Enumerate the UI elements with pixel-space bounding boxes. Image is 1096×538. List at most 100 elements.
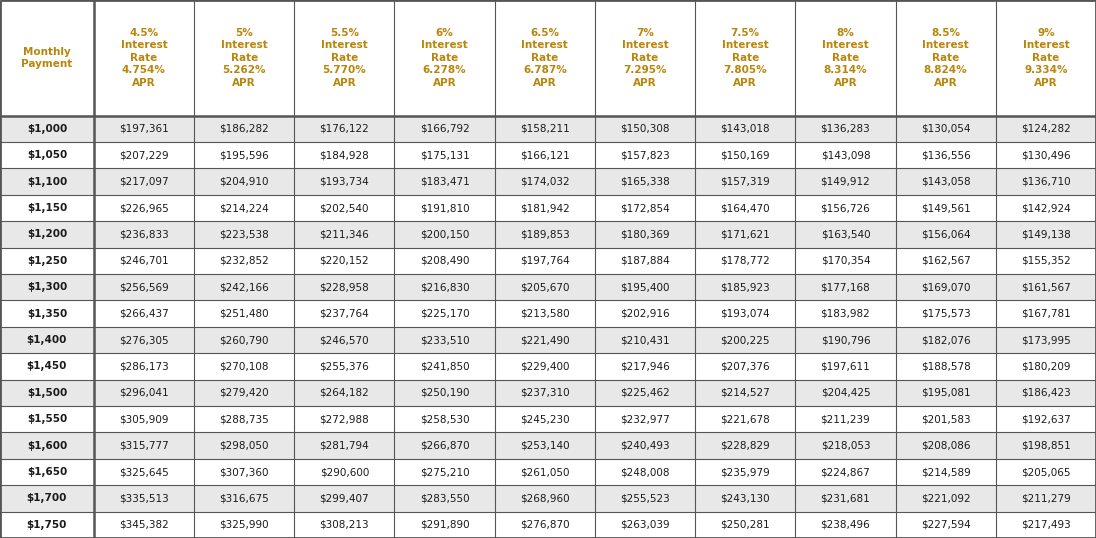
Text: $255,523: $255,523 [620, 493, 670, 504]
Text: $158,211: $158,211 [520, 124, 570, 134]
Text: $288,735: $288,735 [219, 414, 269, 424]
Text: $1,700: $1,700 [26, 493, 67, 504]
Text: $227,594: $227,594 [921, 520, 971, 530]
Bar [0, 485, 1096, 512]
Text: $130,054: $130,054 [921, 124, 970, 134]
Text: 7.5%
Interest
Rate
7.805%
APR: 7.5% Interest Rate 7.805% APR [722, 28, 768, 88]
Text: $161,567: $161,567 [1021, 282, 1071, 292]
Text: $193,734: $193,734 [320, 176, 369, 187]
Text: $180,209: $180,209 [1021, 362, 1071, 371]
Text: $229,400: $229,400 [520, 362, 570, 371]
Text: 5.5%
Interest
Rate
5.770%
APR: 5.5% Interest Rate 5.770% APR [321, 28, 368, 88]
Text: $170,354: $170,354 [821, 256, 870, 266]
Text: $197,361: $197,361 [119, 124, 169, 134]
Text: $245,230: $245,230 [520, 414, 570, 424]
Text: $223,538: $223,538 [219, 229, 269, 239]
Text: $316,675: $316,675 [219, 493, 269, 504]
Text: $174,032: $174,032 [520, 176, 570, 187]
Text: $210,431: $210,431 [620, 335, 670, 345]
Text: $1,300: $1,300 [26, 282, 67, 292]
Text: $157,319: $157,319 [720, 176, 770, 187]
Text: 5%
Interest
Rate
5.262%
APR: 5% Interest Rate 5.262% APR [220, 28, 267, 88]
Bar [0, 512, 1096, 538]
Text: $1,250: $1,250 [26, 256, 67, 266]
Text: $221,092: $221,092 [921, 493, 970, 504]
Bar [0, 274, 1096, 300]
Text: $200,225: $200,225 [720, 335, 770, 345]
Text: $236,833: $236,833 [119, 229, 169, 239]
Text: $242,166: $242,166 [219, 282, 269, 292]
Text: 8%
Interest
Rate
8.314%
APR: 8% Interest Rate 8.314% APR [822, 28, 869, 88]
Text: $143,018: $143,018 [720, 124, 770, 134]
Text: $205,065: $205,065 [1021, 467, 1071, 477]
Text: $315,777: $315,777 [119, 441, 169, 451]
Text: $228,829: $228,829 [720, 441, 770, 451]
Text: $156,726: $156,726 [821, 203, 870, 213]
Text: $1,200: $1,200 [26, 229, 67, 239]
Text: $149,912: $149,912 [821, 176, 870, 187]
Text: $211,346: $211,346 [320, 229, 369, 239]
Bar [0, 433, 1096, 459]
Text: $184,928: $184,928 [320, 150, 369, 160]
Text: $1,450: $1,450 [26, 362, 67, 371]
Text: $136,283: $136,283 [821, 124, 870, 134]
Text: $183,982: $183,982 [821, 309, 870, 318]
Text: $256,569: $256,569 [119, 282, 169, 292]
Bar [0, 406, 1096, 433]
Bar [0, 195, 1096, 221]
Text: $180,369: $180,369 [620, 229, 670, 239]
Bar [0, 221, 1096, 247]
Text: $220,152: $220,152 [320, 256, 369, 266]
Text: $185,923: $185,923 [720, 282, 770, 292]
Text: $155,352: $155,352 [1021, 256, 1071, 266]
Text: $189,853: $189,853 [520, 229, 570, 239]
Text: $216,830: $216,830 [420, 282, 469, 292]
Text: $218,053: $218,053 [821, 441, 870, 451]
Text: 9%
Interest
Rate
9.334%
APR: 9% Interest Rate 9.334% APR [1023, 28, 1070, 88]
Text: $175,131: $175,131 [420, 150, 469, 160]
Text: $276,870: $276,870 [520, 520, 570, 530]
Bar [0, 380, 1096, 406]
Text: $207,376: $207,376 [720, 362, 770, 371]
Text: $208,086: $208,086 [921, 441, 970, 451]
Text: $188,578: $188,578 [921, 362, 971, 371]
Text: $136,710: $136,710 [1021, 176, 1071, 187]
Text: $211,279: $211,279 [1021, 493, 1071, 504]
Text: $246,701: $246,701 [119, 256, 169, 266]
Bar [0, 142, 1096, 168]
Text: $1,600: $1,600 [26, 441, 67, 451]
Text: $142,924: $142,924 [1021, 203, 1071, 213]
Text: $248,008: $248,008 [620, 467, 670, 477]
Text: $166,792: $166,792 [420, 124, 469, 134]
Text: $187,884: $187,884 [620, 256, 670, 266]
Text: $308,213: $308,213 [320, 520, 369, 530]
Text: $178,772: $178,772 [720, 256, 770, 266]
Text: $325,645: $325,645 [119, 467, 169, 477]
Text: 8.5%
Interest
Rate
8.824%
APR: 8.5% Interest Rate 8.824% APR [923, 28, 969, 88]
Text: $143,098: $143,098 [821, 150, 870, 160]
Text: $1,650: $1,650 [26, 467, 67, 477]
Text: $275,210: $275,210 [420, 467, 469, 477]
Text: $124,282: $124,282 [1021, 124, 1071, 134]
Text: $162,567: $162,567 [921, 256, 971, 266]
Text: $226,965: $226,965 [119, 203, 169, 213]
Text: $238,496: $238,496 [821, 520, 870, 530]
Text: $260,790: $260,790 [219, 335, 269, 345]
Text: $266,437: $266,437 [119, 309, 169, 318]
Bar [0, 300, 1096, 327]
Text: $176,122: $176,122 [320, 124, 369, 134]
Text: $1,350: $1,350 [26, 309, 67, 318]
Text: $1,100: $1,100 [26, 176, 67, 187]
Bar [0, 116, 1096, 142]
Text: $286,173: $286,173 [119, 362, 169, 371]
Text: $150,308: $150,308 [620, 124, 670, 134]
Text: $255,376: $255,376 [320, 362, 369, 371]
Bar [0, 327, 1096, 353]
Text: $276,305: $276,305 [119, 335, 169, 345]
Text: $1,150: $1,150 [26, 203, 67, 213]
Text: $165,338: $165,338 [620, 176, 670, 187]
Bar [0, 168, 1096, 195]
Text: $268,960: $268,960 [520, 493, 570, 504]
Text: $167,781: $167,781 [1021, 309, 1071, 318]
Text: $264,182: $264,182 [320, 388, 369, 398]
